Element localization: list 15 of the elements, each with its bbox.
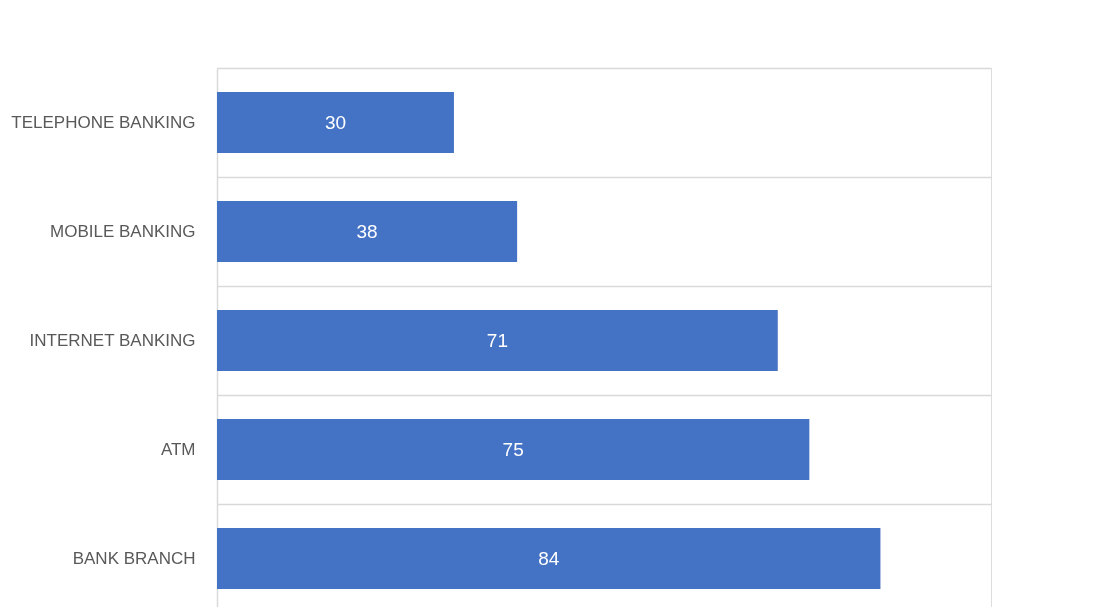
bar	[217, 310, 778, 371]
data-label: 38	[356, 220, 378, 242]
y-tick-label: ATM	[160, 439, 196, 459]
bar	[217, 92, 454, 153]
bar	[217, 201, 518, 262]
bar	[217, 419, 810, 480]
y-tick-label: INTERNET BANKING	[29, 330, 196, 350]
y-tick-label: MOBILE BANKING	[50, 221, 196, 241]
data-label: 84	[538, 547, 560, 569]
data-label: 30	[324, 111, 347, 133]
y-tick-label: BANK BRANCH	[72, 548, 196, 568]
bar	[217, 528, 881, 589]
y-tick-label: TELEPHONE BANKING	[11, 112, 196, 132]
data-label: 75	[502, 438, 524, 460]
data-label: 71	[486, 329, 508, 351]
